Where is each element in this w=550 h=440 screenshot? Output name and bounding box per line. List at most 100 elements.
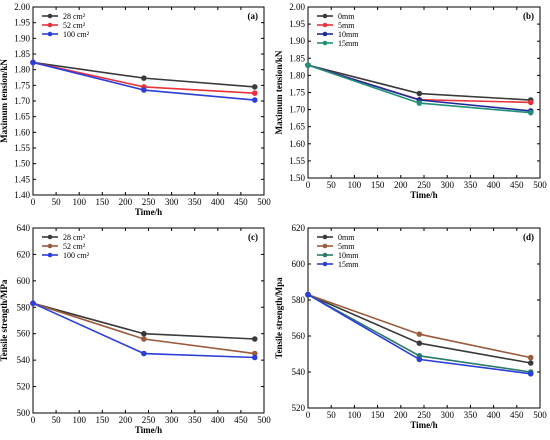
y-tick-label: 1.80 bbox=[289, 70, 305, 80]
chart-panel-3: 0 50 100 150 200 250 300 350 400 450 500 500 520 540 5… bbox=[0, 223, 271, 435]
y-tick-label: 560 bbox=[292, 331, 306, 341]
legend-marker bbox=[47, 22, 53, 28]
x-tick-label: 400 bbox=[487, 410, 501, 420]
data-point bbox=[416, 90, 423, 97]
legend-marker bbox=[47, 243, 53, 249]
x-tick-label: 450 bbox=[234, 415, 248, 425]
y-tick-label: 600 bbox=[292, 259, 306, 269]
y-tick-label: 2.00 bbox=[289, 2, 305, 12]
chart-panel-2: 0 50 100 150 200 250 300 350 400 450 500 1.50 1.55 1.… bbox=[274, 2, 547, 200]
y-tick-label: 1.90 bbox=[14, 33, 30, 43]
y-tick-label: 1.95 bbox=[14, 18, 30, 28]
data-point bbox=[30, 59, 36, 66]
data-point bbox=[527, 360, 534, 366]
x-axis-label: Time/h bbox=[135, 207, 162, 217]
series-line bbox=[32, 302, 255, 355]
x-axis-label: Time/h bbox=[410, 190, 437, 200]
data-point bbox=[141, 330, 147, 337]
y-tick-label: 1.85 bbox=[14, 49, 30, 59]
legend-marker bbox=[322, 13, 328, 19]
x-tick-label: 450 bbox=[510, 410, 524, 420]
y-axis-label: Maximum tension/kN bbox=[274, 50, 284, 134]
legend-label: 15mm bbox=[338, 260, 359, 269]
y-tick-label: 620 bbox=[292, 223, 306, 233]
y-tick-label: 1.75 bbox=[14, 80, 30, 90]
x-tick-label: 500 bbox=[257, 415, 271, 425]
y-tick-label: 1.75 bbox=[289, 88, 305, 98]
x-tick-label: 350 bbox=[464, 180, 478, 190]
y-tick-label: 620 bbox=[17, 249, 31, 259]
x-tick-label: 400 bbox=[211, 415, 225, 425]
x-tick-label: 250 bbox=[417, 410, 431, 420]
x-tick-label: 250 bbox=[142, 197, 156, 207]
legend-marker bbox=[322, 243, 328, 249]
x-axis-label: Time/h bbox=[135, 425, 162, 435]
data-point bbox=[416, 356, 423, 363]
x-tick-label: 0 bbox=[306, 410, 311, 420]
y-tick-label: 1.50 bbox=[289, 173, 305, 183]
data-point bbox=[527, 371, 534, 377]
x-tick-label: 100 bbox=[348, 410, 362, 420]
series-line bbox=[32, 61, 255, 88]
data-point bbox=[416, 331, 423, 338]
legend-label: 100 cm² bbox=[63, 251, 90, 260]
x-tick-label: 50 bbox=[52, 197, 62, 207]
x-tick-label: 50 bbox=[327, 410, 337, 420]
y-axis-label: Tensile strength/Mpa bbox=[274, 277, 284, 359]
y-tick-label: 2.00 bbox=[14, 2, 30, 12]
y-tick-label: 1.40 bbox=[14, 190, 30, 200]
x-tick-label: 300 bbox=[165, 415, 179, 425]
x-tick-label: 150 bbox=[96, 415, 110, 425]
y-tick-label: 1.50 bbox=[14, 159, 30, 169]
y-tick-label: 1.90 bbox=[289, 36, 305, 46]
legend-marker bbox=[47, 252, 53, 258]
x-tick-label: 500 bbox=[257, 197, 271, 207]
legend-label: 100 cm² bbox=[63, 30, 90, 39]
legend-label: 28 cm² bbox=[63, 12, 86, 21]
x-tick-label: 150 bbox=[371, 410, 385, 420]
x-tick-label: 500 bbox=[533, 410, 547, 420]
legend-label: 5mm bbox=[338, 21, 355, 30]
y-tick-label: 640 bbox=[17, 223, 31, 233]
data-point bbox=[527, 354, 534, 361]
y-axis-label: Maximum tension/kN bbox=[0, 59, 9, 143]
y-tick-label: 1.70 bbox=[289, 105, 305, 115]
y-tick-label: 580 bbox=[292, 295, 306, 305]
data-point bbox=[251, 336, 258, 342]
legend-label: 15mm bbox=[338, 39, 359, 48]
data-point bbox=[416, 340, 423, 347]
legend-marker bbox=[322, 40, 328, 46]
series-line bbox=[307, 293, 531, 359]
y-tick-label: 580 bbox=[17, 302, 31, 312]
x-tick-label: 250 bbox=[142, 415, 156, 425]
data-point bbox=[141, 87, 147, 93]
legend-marker bbox=[322, 31, 328, 37]
y-tick-label: 1.60 bbox=[289, 139, 305, 149]
x-tick-label: 300 bbox=[165, 197, 179, 207]
y-tick-label: 1.70 bbox=[14, 96, 30, 106]
legend-label: 10mm bbox=[338, 251, 359, 260]
legend-label: 0mm bbox=[338, 12, 355, 21]
y-tick-label: 520 bbox=[292, 403, 306, 413]
y-tick-label: 560 bbox=[17, 329, 31, 339]
data-point bbox=[251, 84, 258, 90]
x-tick-label: 400 bbox=[487, 180, 501, 190]
x-tick-label: 200 bbox=[119, 415, 133, 425]
y-tick-label: 1.85 bbox=[289, 53, 305, 63]
legend-label: 10mm bbox=[338, 30, 359, 39]
y-tick-label: 500 bbox=[17, 408, 31, 418]
legend-label: 52 cm² bbox=[63, 242, 86, 251]
x-tick-label: 350 bbox=[188, 197, 202, 207]
legend-label: 28 cm² bbox=[63, 233, 86, 242]
legend-marker bbox=[47, 13, 53, 19]
x-tick-label: 200 bbox=[119, 197, 133, 207]
legend-label: 0mm bbox=[338, 233, 355, 242]
data-point bbox=[305, 291, 311, 298]
data-point bbox=[305, 62, 311, 68]
data-point bbox=[141, 336, 147, 342]
x-tick-label: 350 bbox=[188, 415, 202, 425]
legend-marker bbox=[322, 22, 328, 28]
x-tick-label: 400 bbox=[211, 197, 225, 207]
data-point bbox=[30, 300, 36, 307]
x-tick-label: 200 bbox=[394, 410, 408, 420]
